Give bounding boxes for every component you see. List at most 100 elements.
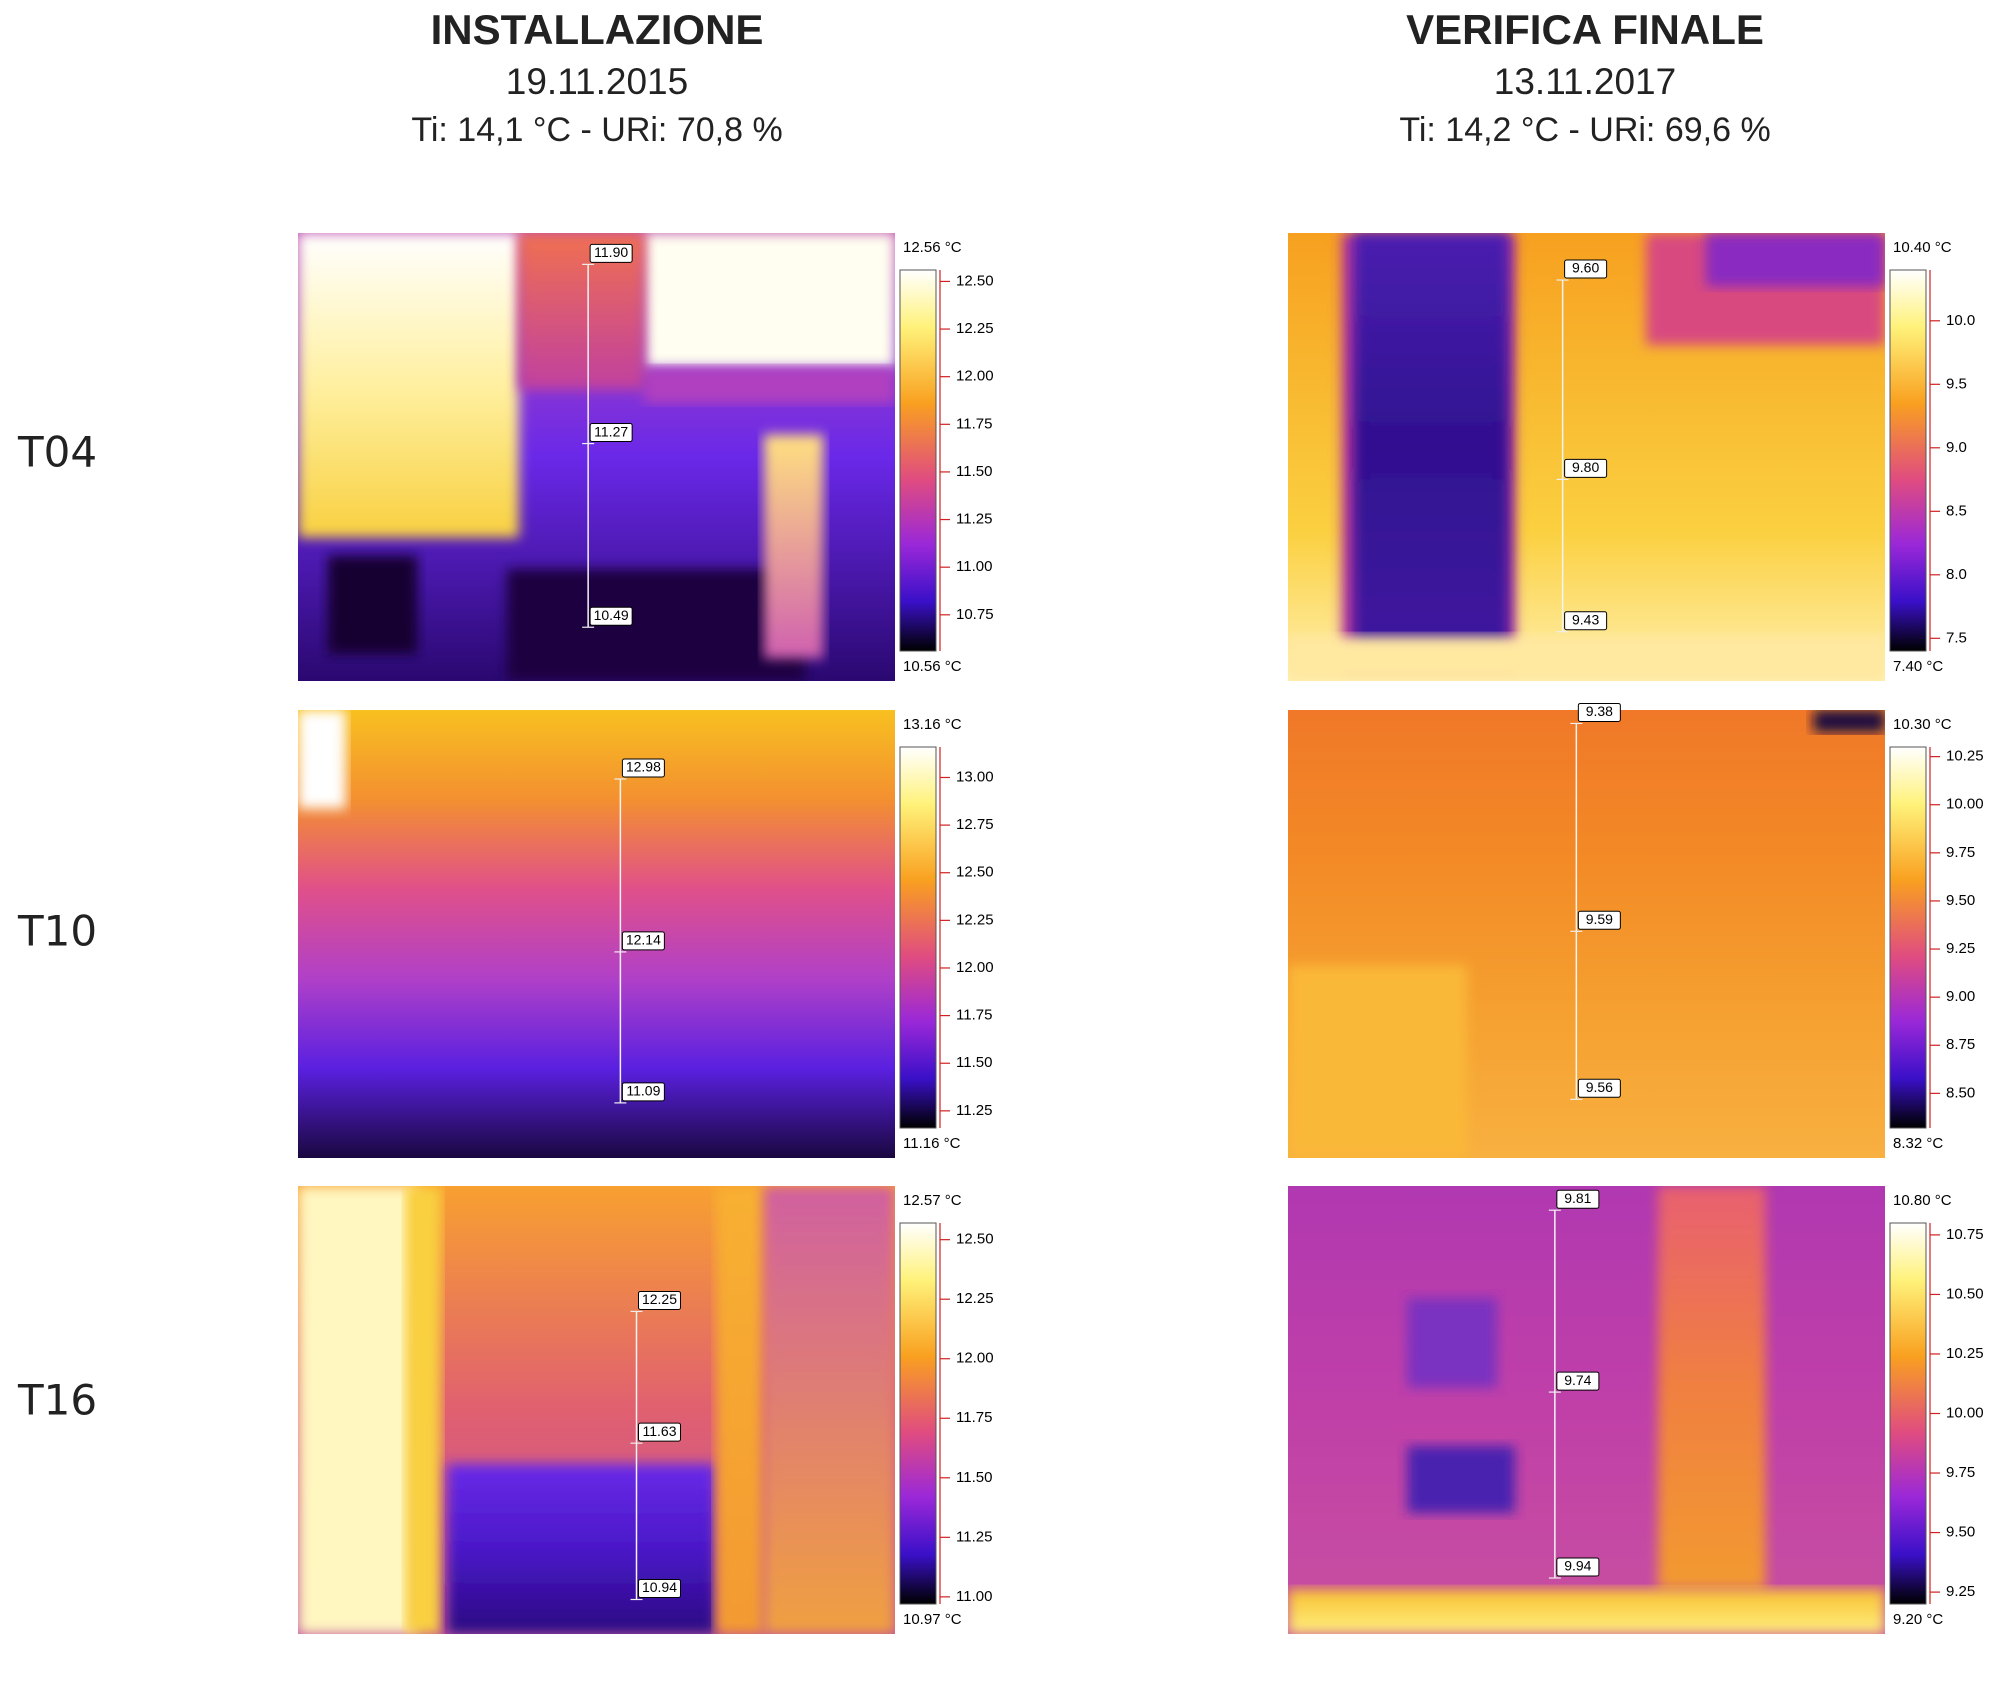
point-label: 9.80: [1572, 459, 1599, 475]
point-label: 9.56: [1586, 1079, 1613, 1095]
scale-max: 12.56 °C: [903, 239, 962, 256]
thermal-region: [763, 1186, 895, 1634]
column-date: 19.11.2015: [506, 61, 688, 102]
row-label: T16: [17, 1376, 97, 1425]
scale-bar: [1889, 269, 1927, 652]
scale-max: 10.30 °C: [1893, 716, 1952, 733]
thermal-region: [298, 1186, 418, 1634]
scale-tick-label: 11.00: [956, 1588, 992, 1605]
thermal-region: [1288, 636, 1885, 681]
scale-min: 10.97 °C: [903, 1611, 962, 1628]
scale-tick-label: 11.50: [956, 1469, 992, 1486]
point-label: 9.38: [1586, 703, 1613, 719]
scale-tick-label: 9.25: [1946, 940, 1975, 957]
scale-bar: [899, 746, 937, 1129]
scale-max: 10.40 °C: [1893, 239, 1952, 256]
point-label-box: [1564, 458, 1608, 478]
point-label: 11.09: [626, 1083, 660, 1099]
thermal-region: [298, 710, 895, 1158]
point-label: 11.27: [594, 423, 628, 439]
scale-tick-label: 12.00: [956, 1350, 994, 1367]
scale-tick-label: 12.50: [956, 864, 994, 881]
thermal-image: [298, 1186, 895, 1634]
scale-tick-label: 12.25: [956, 320, 994, 337]
point-label: 12.25: [642, 1291, 677, 1307]
point-label-box: [1556, 1371, 1600, 1391]
scale-bar: [1889, 746, 1927, 1129]
thermal-region: [506, 569, 806, 681]
column-conditions: Ti: 14,1 °C - URi: 70,8 %: [411, 111, 782, 149]
scale-tick-label: 9.00: [1946, 988, 1975, 1005]
scale-tick-label: 12.50: [956, 272, 994, 289]
point-label: 12.98: [626, 759, 661, 775]
point-label: 11.63: [642, 1423, 676, 1439]
scale-tick-label: 8.5: [1946, 502, 1967, 519]
scale-min: 8.32 °C: [1893, 1135, 1943, 1152]
point-label-box: [1577, 1078, 1621, 1098]
point-label-box: [1556, 1189, 1600, 1209]
point-label-box: [637, 1422, 681, 1442]
point-label-box: [621, 758, 665, 778]
thermal-region: [1407, 1445, 1515, 1514]
scale-tick-label: 10.25: [1946, 1345, 1984, 1362]
scale-min: 9.20 °C: [1893, 1611, 1943, 1628]
scale-min: 10.56 °C: [903, 658, 962, 675]
thermal-image: [298, 233, 895, 681]
scale-min: 7.40 °C: [1893, 658, 1943, 675]
scale-tick-label: 7.5: [1946, 629, 1967, 646]
point-label: 10.94: [642, 1579, 677, 1595]
scale-tick-label: 11.50: [956, 1054, 992, 1071]
scale-tick-label: 9.5: [1946, 375, 1967, 392]
thermal-image: [298, 710, 895, 1158]
point-label: 11.90: [594, 244, 628, 260]
point-label: 9.94: [1564, 1558, 1591, 1574]
thermal-region: [1407, 1298, 1497, 1388]
point-label-box: [589, 423, 633, 443]
scale-tick-label: 10.50: [1946, 1285, 1984, 1302]
scale-tick-label: 11.25: [956, 1528, 992, 1545]
point-label: 9.43: [1572, 611, 1599, 627]
scale-tick-label: 11.75: [956, 1409, 992, 1426]
scale-max: 10.80 °C: [1893, 1192, 1952, 1209]
point-label-box: [1556, 1557, 1600, 1577]
scale-max: 12.57 °C: [903, 1192, 962, 1209]
scale-tick-label: 9.75: [1946, 844, 1975, 861]
scale-tick-label: 9.75: [1946, 1464, 1975, 1481]
thermal-region: [1658, 1186, 1766, 1590]
scale-min: 11.16 °C: [903, 1135, 961, 1152]
scale-tick-label: 8.0: [1946, 566, 1967, 583]
scale-tick-label: 13.00: [956, 768, 994, 785]
point-label-box: [637, 1579, 681, 1599]
point-label: 12.14: [626, 932, 661, 948]
thermal-region: [644, 233, 895, 368]
scale-tick-label: 12.75: [956, 816, 994, 833]
point-label-box: [1564, 259, 1608, 279]
thermal-region: [405, 1186, 442, 1634]
scale-tick-label: 12.00: [956, 959, 994, 976]
scale-bar: [899, 1222, 937, 1605]
scale-max: 13.16 °C: [903, 716, 962, 733]
thermal-region: [298, 710, 346, 809]
row-label: T04: [17, 428, 97, 477]
point-label: 9.60: [1572, 260, 1599, 276]
point-label-box: [1577, 702, 1621, 722]
point-label-box: [589, 243, 633, 263]
scale-tick-label: 8.50: [1946, 1084, 1975, 1101]
scale-tick-label: 12.00: [956, 368, 994, 385]
thermal-region: [298, 233, 519, 538]
thermal-region: [1288, 1589, 1885, 1634]
scale-tick-label: 10.0: [1946, 312, 1975, 329]
point-label-box: [1577, 910, 1621, 930]
scale-tick-label: 12.50: [956, 1231, 994, 1248]
column-title: VERIFICA FINALE: [1406, 6, 1764, 53]
point-label: 10.49: [594, 607, 629, 623]
column-conditions: Ti: 14,2 °C - URi: 69,6 %: [1399, 111, 1770, 149]
point-label-box: [621, 1082, 665, 1102]
scale-tick-label: 11.25: [956, 1102, 992, 1119]
thermal-region: [327, 555, 418, 655]
scale-tick-label: 11.25: [956, 511, 992, 528]
column-date: 13.11.2017: [1494, 61, 1676, 102]
point-label-box: [589, 606, 633, 626]
point-label-box: [637, 1290, 681, 1310]
scale-tick-label: 9.25: [1946, 1583, 1975, 1600]
